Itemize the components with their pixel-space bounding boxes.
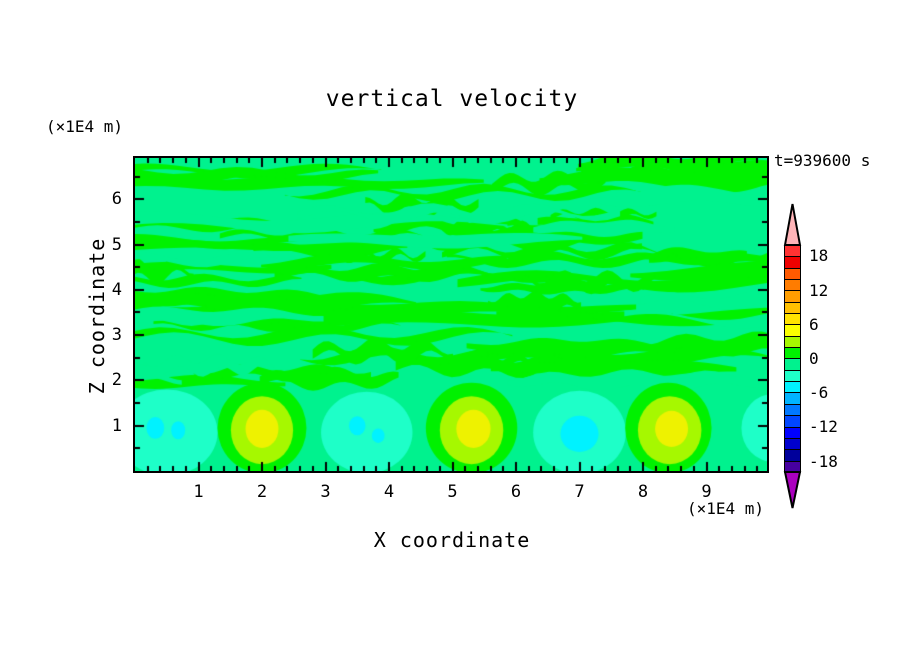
z-tick-label: 5 [111, 234, 122, 255]
x-tick-label: 6 [510, 482, 522, 502]
colorbar-cell [785, 403, 800, 416]
colorbar-cell [785, 290, 800, 302]
x-tick-label: 9 [701, 482, 712, 502]
x-tick-label: 2 [256, 482, 268, 502]
colorbar-cell [785, 369, 800, 382]
x-axis-title: X coordinate [373, 528, 531, 552]
colorbar-arrow-down-icon [783, 471, 802, 509]
colorbar-tick-label: 0 [809, 349, 819, 368]
contour-plot-canvas [135, 158, 767, 471]
colorbar-cell [785, 335, 800, 348]
colorbar-tick-label: 6 [809, 314, 819, 334]
colorbar-tick-label: 12 [809, 280, 829, 300]
colorbar-arrow-up-icon [783, 203, 802, 246]
colorbar [784, 245, 801, 473]
z-tick-label: 1 [111, 415, 122, 436]
colorbar-cell [785, 347, 800, 359]
colorbar-cell [785, 279, 800, 291]
z-tick-label: 4 [111, 279, 122, 300]
timestamp-label: t=939600 s [774, 151, 871, 170]
colorbar-tick-label: -12 [809, 417, 838, 437]
colorbar-tick-label: -6 [809, 383, 829, 403]
colorbar-cell [785, 246, 800, 257]
x-tick-label: 1 [193, 482, 204, 502]
plot-title: vertical velocity [325, 86, 579, 112]
colorbar-cell [785, 426, 800, 438]
colorbar-cell [785, 449, 800, 461]
x-axis-unit-label: (×1E4 m) [687, 499, 765, 518]
z-axis-unit-label: (×1E4 m) [46, 117, 124, 136]
x-tick-label: 8 [637, 482, 649, 502]
z-tick-label: 2 [111, 370, 122, 391]
z-tick-label: 6 [111, 189, 122, 210]
colorbar-cell [785, 437, 800, 450]
colorbar-cell [785, 313, 800, 325]
colorbar-tick-label: 18 [809, 246, 829, 266]
colorbar-cell [785, 301, 800, 314]
x-tick-label: 5 [447, 482, 458, 502]
colorbar-tick-label: -18 [809, 451, 838, 471]
colorbar-cell [785, 358, 800, 370]
colorbar-cell [785, 267, 800, 280]
colorbar-cell [785, 415, 800, 427]
colorbar-cell [785, 392, 800, 404]
colorbar-cell [785, 460, 800, 472]
x-tick-label: 3 [320, 482, 331, 502]
colorbar-cell [785, 256, 800, 268]
x-tick-label: 4 [383, 482, 395, 502]
colorbar-cell [785, 381, 800, 393]
contour-plot-frame [133, 156, 769, 473]
x-tick-label: 7 [574, 482, 585, 502]
colorbar-cell [785, 324, 800, 336]
z-tick-label: 3 [111, 325, 122, 346]
